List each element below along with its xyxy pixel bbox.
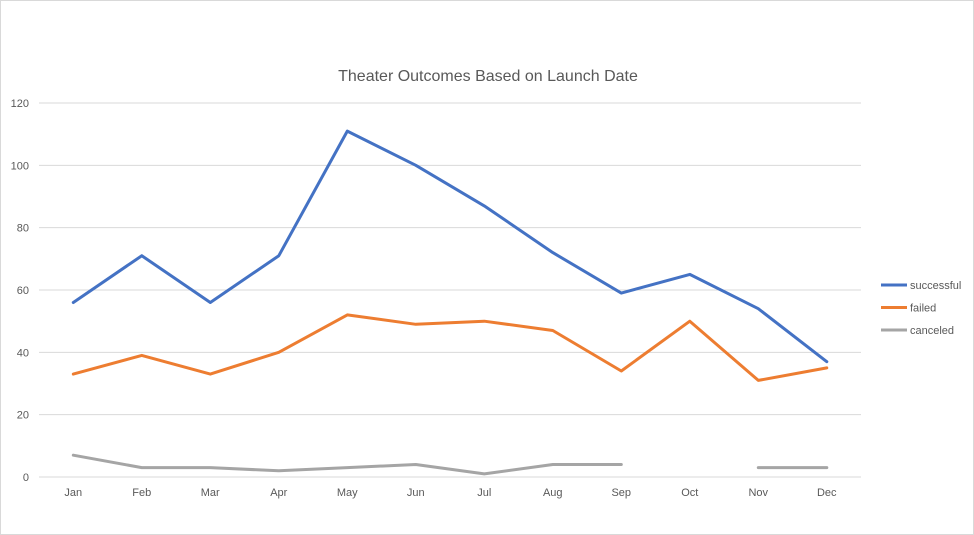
series-line-segment <box>71 453 623 476</box>
y-tick-label: 20 <box>17 410 29 422</box>
gridlines <box>39 102 861 478</box>
x-tick-label: Jul <box>477 487 491 499</box>
series-line-segment <box>71 129 829 364</box>
x-tick-label: Nov <box>748 487 768 499</box>
y-tick-label: 40 <box>17 347 29 359</box>
x-tick-label: Jan <box>64 487 82 499</box>
x-tick-label: Aug <box>543 487 563 499</box>
x-tick-label: Jun <box>407 487 425 499</box>
legend: successful failed canceled <box>881 280 961 337</box>
x-tick-label: May <box>337 487 358 499</box>
x-tick-label: Mar <box>201 487 220 499</box>
x-axis-ticks: Jan Feb Mar Apr May Jun Jul Aug Sep Oct Nov Dec <box>64 487 837 499</box>
series-lines <box>71 129 829 476</box>
series-failed <box>71 313 829 382</box>
x-tick-label: Sep <box>611 487 631 499</box>
y-tick-label: 80 <box>17 223 29 235</box>
legend-label: failed <box>910 303 936 315</box>
series-successful <box>71 129 829 364</box>
x-tick-label: Feb <box>132 487 151 499</box>
x-tick-label: Dec <box>817 487 837 499</box>
legend-label: successful <box>910 280 961 292</box>
y-tick-label: 100 <box>11 160 29 172</box>
chart-title: Theater Outcomes Based on Launch Date <box>338 68 638 85</box>
series-canceled <box>71 453 829 476</box>
y-tick-label: 120 <box>11 98 29 110</box>
y-tick-label: 60 <box>17 285 29 297</box>
y-axis-ticks: 0 20 40 60 80 100 120 <box>11 98 29 484</box>
legend-label: canceled <box>910 325 954 337</box>
x-tick-label: Apr <box>270 487 287 499</box>
x-tick-label: Oct <box>681 487 698 499</box>
y-tick-label: 0 <box>23 472 29 484</box>
series-line-segment <box>71 313 829 382</box>
